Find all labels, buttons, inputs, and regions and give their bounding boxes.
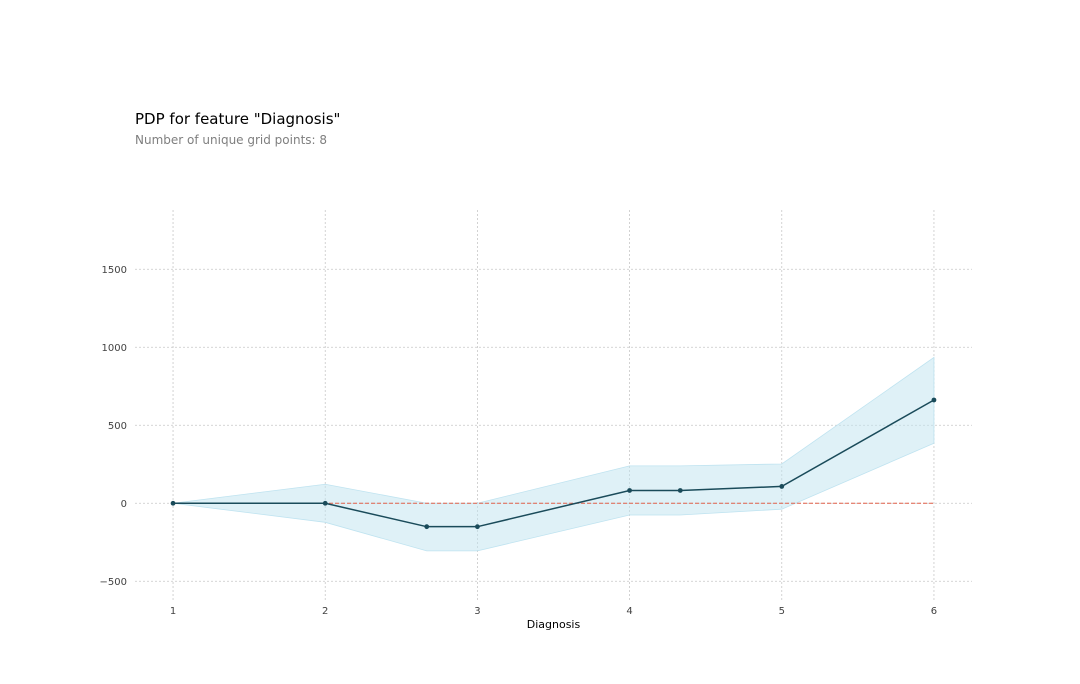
x-tick-label: 4 [626, 606, 632, 617]
x-axis-label: Diagnosis [527, 618, 581, 631]
y-tick-label: 1500 [102, 265, 127, 276]
data-point [931, 397, 937, 403]
chart-title: PDP for feature "Diagnosis" [135, 110, 341, 128]
y-axis-ticks: −500 0 500 1000 1500 [100, 265, 127, 588]
x-tick-label: 6 [931, 606, 937, 617]
data-point [475, 524, 480, 530]
grid-lines [135, 210, 972, 600]
y-tick-label: 0 [121, 499, 127, 510]
y-tick-label: −500 [100, 577, 127, 588]
data-point [322, 500, 328, 506]
x-tick-label: 1 [170, 606, 176, 617]
x-tick-label: 2 [322, 606, 328, 617]
y-tick-label: 1000 [102, 343, 127, 354]
data-point [627, 488, 632, 493]
x-axis-ticks: 1 2 3 4 5 6 [170, 606, 937, 617]
data-point [424, 524, 430, 530]
pdp-markers [170, 397, 937, 530]
confidence-band [172, 356, 935, 552]
data-point [170, 500, 176, 506]
x-tick-label: 3 [474, 606, 480, 617]
data-point [677, 488, 683, 493]
x-tick-label: 5 [779, 606, 785, 617]
data-point [779, 484, 785, 489]
pdp-line [173, 399, 935, 528]
y-tick-label: 500 [108, 421, 127, 432]
chart-subtitle: Number of unique grid points: 8 [135, 133, 328, 147]
